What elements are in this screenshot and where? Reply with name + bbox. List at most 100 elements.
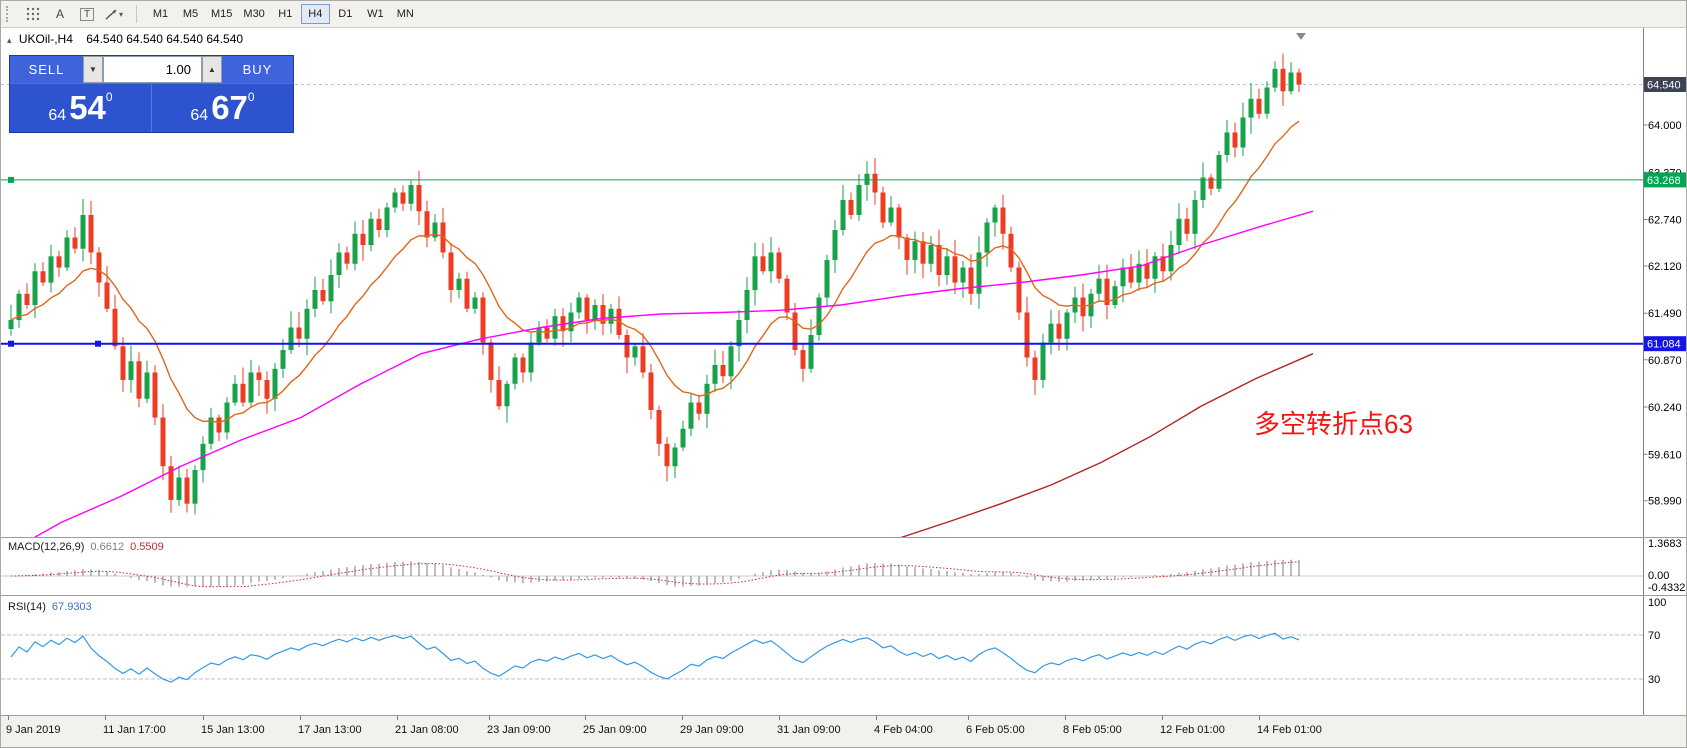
time-tick — [779, 716, 780, 720]
panel-separator[interactable] — [1, 537, 1686, 538]
timeframe-w1-button[interactable]: W1 — [361, 4, 390, 24]
macd-label: MACD(12,26,9) 0.6612 0.5509 — [8, 541, 164, 553]
time-label: 11 Jan 17:00 — [103, 724, 166, 736]
chart-title: ▴ UKOil-,H4 64.540 64.540 64.540 64.540 — [7, 32, 243, 46]
timeframe-m5-button[interactable]: M5 — [176, 4, 205, 24]
volume-down-button[interactable]: ▼ — [83, 56, 103, 83]
trade-panel-controls: SELL ▼ ▲ BUY — [10, 56, 293, 83]
sell-price-point: 0 — [105, 90, 113, 104]
timeframe-h4-button[interactable]: H4 — [300, 4, 330, 24]
time-label: 31 Jan 09:00 — [777, 724, 841, 736]
svg-text:64.540: 64.540 — [1647, 80, 1681, 92]
rsi-name: RSI(14) — [8, 601, 46, 613]
svg-text:58.990: 58.990 — [1648, 496, 1682, 508]
time-tick — [8, 716, 9, 720]
time-label: 25 Jan 09:00 — [583, 724, 647, 736]
time-tick — [1259, 716, 1260, 720]
svg-text:60.240: 60.240 — [1648, 402, 1682, 414]
chart-annotation[interactable]: 多空转折点63 — [1254, 409, 1413, 439]
macd-name: MACD(12,26,9) — [8, 541, 85, 553]
svg-text:64.000: 64.000 — [1648, 120, 1682, 132]
svg-text:0.00: 0.00 — [1648, 570, 1669, 582]
text-tool-icon: A — [55, 7, 64, 21]
svg-text:61.084: 61.084 — [1647, 339, 1681, 351]
panel-separator — [1, 715, 1686, 716]
svg-text:62.120: 62.120 — [1648, 261, 1682, 273]
symbol-period-label: UKOil-,H4 — [18, 32, 73, 46]
time-label: 8 Feb 05:00 — [1063, 724, 1122, 736]
buy-price-pips: 67 — [211, 89, 248, 126]
rsi-value: 67.9303 — [51, 601, 92, 613]
rsi-label: RSI(14) 67.9303 — [8, 601, 92, 613]
time-tick — [968, 716, 969, 720]
toolbar-separator — [136, 5, 137, 23]
timeframe-d1-button[interactable]: D1 — [331, 4, 360, 24]
time-tick — [682, 716, 683, 720]
ohlc-values: 64.540 64.540 64.540 64.540 — [86, 32, 244, 46]
macd-signal-value: 0.5509 — [130, 541, 164, 553]
toolbar: A T ▾ M1 M5 M15 M30 H1 H4 D1 W1 MN — [1, 1, 1686, 28]
time-label: 4 Feb 04:00 — [874, 724, 933, 736]
svg-text:59.610: 59.610 — [1648, 449, 1682, 461]
crosshair-tool-button[interactable] — [20, 4, 46, 24]
time-tick — [203, 716, 204, 720]
time-tick — [105, 716, 106, 720]
buy-price-bigfigure: 64 — [190, 107, 209, 124]
label-tool-button[interactable]: T — [74, 4, 100, 24]
timeframe-m30-button[interactable]: M30 — [238, 4, 269, 24]
time-label: 29 Jan 09:00 — [680, 724, 744, 736]
time-label: 17 Jan 13:00 — [298, 724, 362, 736]
svg-text:61.490: 61.490 — [1648, 308, 1682, 320]
timeframe-m15-button[interactable]: M15 — [206, 4, 237, 24]
time-label: 6 Feb 05:00 — [966, 724, 1025, 736]
timeframe-buttons: M1 M5 M15 M30 H1 H4 D1 W1 MN — [146, 4, 420, 24]
svg-text:100: 100 — [1648, 597, 1666, 609]
panel-separator[interactable] — [1, 595, 1686, 596]
timeframe-h1-button[interactable]: H1 — [271, 4, 300, 24]
rsi-panel-canvas[interactable]: 100 70 30 — [1, 596, 1687, 715]
timeframe-mn-button[interactable]: MN — [391, 4, 420, 24]
trade-panel-prices: 64 54 0 64 67 0 — [10, 83, 293, 132]
sell-price-bigfigure: 64 — [48, 107, 67, 124]
svg-text:70: 70 — [1648, 630, 1660, 642]
time-tick — [489, 716, 490, 720]
sell-price-display[interactable]: 64 54 0 — [10, 84, 151, 132]
timeframe-m1-button[interactable]: M1 — [146, 4, 175, 24]
time-label: 9 Jan 2019 — [6, 724, 61, 736]
svg-text:1.3683: 1.3683 — [1648, 538, 1682, 550]
time-tick — [1162, 716, 1163, 720]
main-chart-canvas[interactable]: 64.00063.37062.74062.12061.49060.87060.2… — [1, 28, 1687, 537]
time-label: 21 Jan 08:00 — [395, 724, 459, 736]
label-tool-icon: T — [79, 7, 95, 21]
chevron-down-icon: ▾ — [118, 9, 123, 19]
svg-text:30: 30 — [1648, 674, 1660, 686]
buy-price-display[interactable]: 64 67 0 — [151, 84, 293, 132]
buy-button[interactable]: BUY — [222, 56, 293, 83]
sell-button[interactable]: SELL — [10, 56, 83, 83]
time-axis: 9 Jan 2019 11 Jan 17:00 15 Jan 13:00 17 Jan… — [1, 716, 1686, 747]
time-tick — [397, 716, 398, 720]
crosshair-grid-icon — [26, 7, 40, 21]
volume-up-button[interactable]: ▲ — [202, 56, 222, 83]
macd-panel-canvas[interactable]: 1.3683 0.00-0.4332 — [1, 538, 1687, 595]
time-label: 14 Feb 01:00 — [1257, 724, 1322, 736]
panel-toggle-icon[interactable]: ▴ — [7, 35, 12, 45]
time-label: 23 Jan 09:00 — [487, 724, 551, 736]
buy-price-point: 0 — [247, 90, 255, 104]
svg-text:63.268: 63.268 — [1647, 175, 1681, 187]
svg-text:60.870: 60.870 — [1648, 355, 1682, 367]
shapes-tool-button[interactable]: ▾ — [101, 4, 127, 24]
trendline-icon — [105, 8, 117, 20]
macd-main-value: 0.6612 — [90, 541, 125, 553]
sell-price-pips: 54 — [69, 89, 106, 126]
time-tick — [585, 716, 586, 720]
text-tool-button[interactable]: A — [47, 4, 73, 24]
one-click-trade-panel: SELL ▼ ▲ BUY 64 54 0 64 67 0 — [9, 55, 294, 133]
time-label: 12 Feb 01:00 — [1160, 724, 1225, 736]
time-tick — [876, 716, 877, 720]
volume-input[interactable] — [103, 56, 202, 83]
toolbar-grip[interactable] — [6, 6, 14, 22]
time-label: 15 Jan 13:00 — [201, 724, 265, 736]
svg-text:62.740: 62.740 — [1648, 215, 1682, 227]
